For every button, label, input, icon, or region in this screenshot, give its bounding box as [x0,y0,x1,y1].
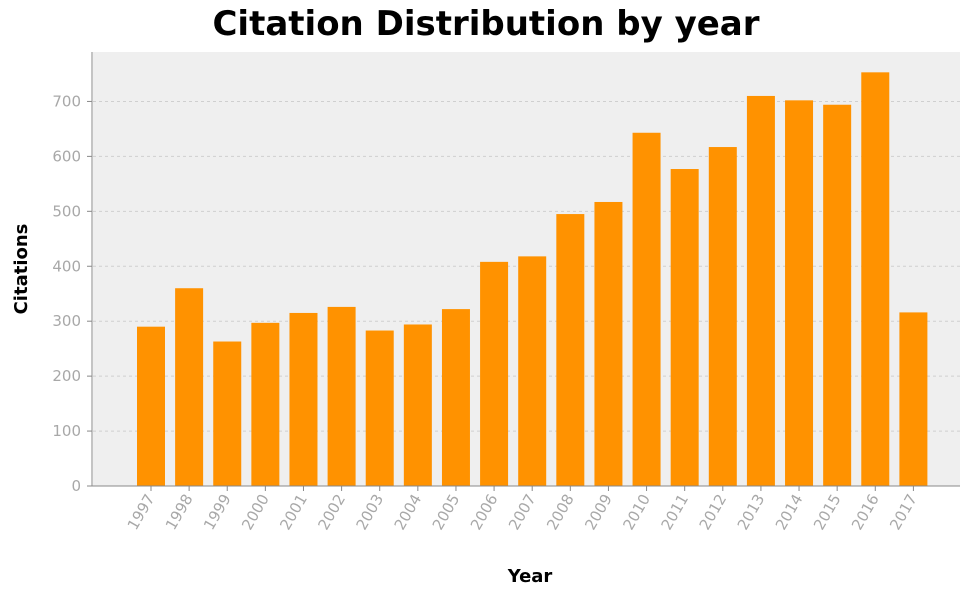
bar-1998 [175,288,204,486]
x-axis-ticks: 1997 1998 1999 2000 2001 2002 2003 2004 2005 2006… [124,486,921,533]
x-tick-label: 2016 [848,491,883,533]
x-tick-label: 1998 [162,491,197,533]
bar-2007 [518,256,547,486]
x-tick-label: 2004 [391,491,426,533]
bar-2011 [670,169,699,486]
y-tick-label: 600 [52,147,81,165]
x-tick-label: 2000 [238,491,273,533]
x-tick-label: 2002 [314,491,349,533]
y-tick-label: 400 [52,257,81,275]
x-tick-label: 2006 [467,491,502,533]
bars [137,72,928,487]
x-tick-label: 2009 [581,491,616,533]
bar-1999 [213,341,242,486]
y-axis-ticks: 0 100 200 300 400 500 600 700 [52,92,92,495]
x-tick-label: 2001 [276,491,311,533]
x-tick-label: 2012 [696,491,731,533]
x-tick-label: 1997 [124,491,159,533]
bar-2016 [861,72,890,486]
bar-2000 [251,322,280,486]
bar-2008 [556,214,585,486]
bar-2015 [823,104,852,486]
y-tick-label: 0 [71,477,81,495]
y-tick-label: 300 [52,312,81,330]
x-tick-label: 2017 [886,491,921,533]
x-tick-label: 2015 [810,491,845,533]
x-tick-label: 1999 [200,491,235,533]
x-tick-label: 2005 [429,491,464,533]
bar-2012 [708,147,737,486]
x-tick-label: 2011 [657,491,692,533]
x-tick-label: 2014 [772,491,807,533]
bar-2010 [632,132,661,486]
bar-2014 [785,100,814,487]
y-tick-label: 700 [52,92,81,110]
bar-2005 [441,309,470,486]
x-tick-label: 2003 [353,491,388,533]
chart-title: Citation Distribution by year [212,4,759,44]
x-tick-label: 2007 [505,491,540,533]
bar-2001 [289,312,318,486]
y-tick-label: 500 [52,202,81,220]
y-tick-label: 200 [52,367,81,385]
y-tick-label: 100 [52,422,81,440]
bar-2017 [899,312,928,486]
bar-1997 [137,326,165,486]
bar-2004 [403,324,432,486]
x-tick-label: 2010 [619,491,654,533]
bar-2013 [746,95,775,486]
x-tick-label: 2013 [734,491,769,533]
x-axis-label: Year [507,566,553,587]
y-axis-label: Citations [11,224,32,315]
bar-2006 [480,261,509,486]
bar-2009 [594,201,623,486]
bar-2002 [327,306,356,486]
x-tick-label: 2008 [543,491,578,533]
bar-2003 [365,330,394,486]
